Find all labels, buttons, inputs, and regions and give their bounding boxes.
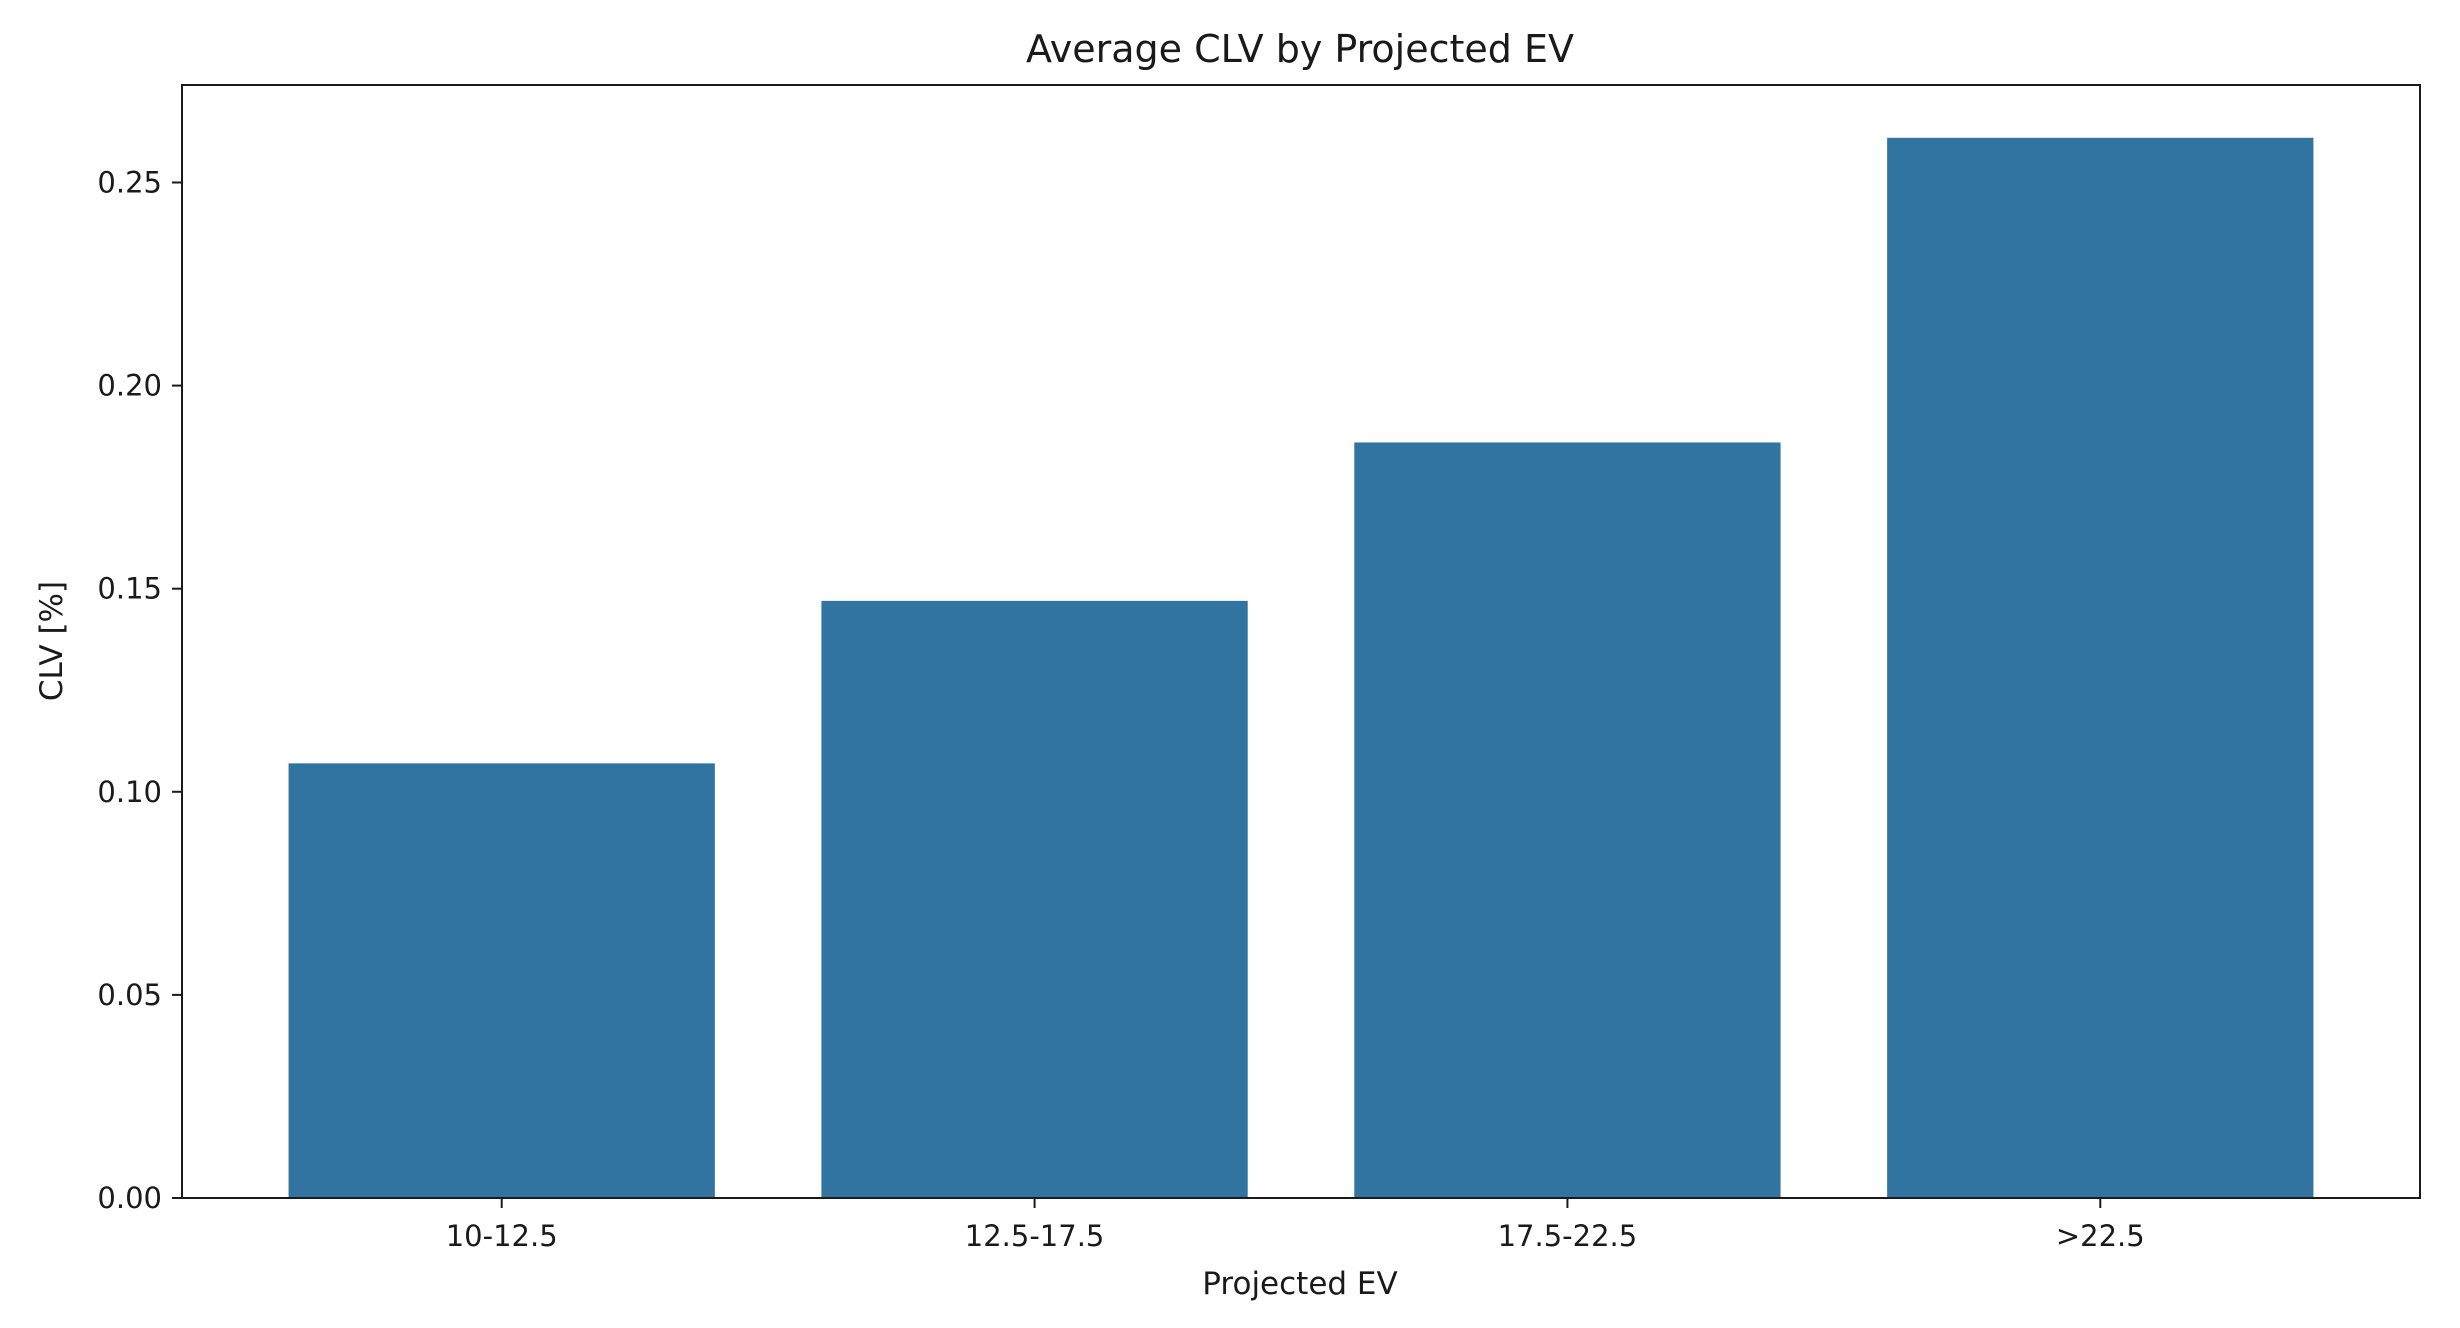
bar-2 [1354,442,1781,1198]
x-axis-label: Projected EV [1202,1266,1397,1302]
x-tick-label-1: 12.5-17.5 [965,1219,1105,1253]
bar-1 [821,600,1248,1198]
x-tick-label-0: 10-12.5 [446,1219,558,1253]
bar-3 [1887,137,2314,1199]
x-axis-ticks: 10-12.5 12.5-17.5 17.5-22.5 >22.5 [446,1198,2145,1253]
bars-layer [288,137,2314,1199]
y-tick-label-4: 0.20 [97,369,162,403]
y-tick-label-3: 0.15 [97,572,162,606]
plot-frame [181,84,2421,1199]
x-tick-label-3: >22.5 [2056,1219,2145,1253]
y-tick-label-5: 0.25 [97,165,162,199]
y-axis-ticks: 0.00 0.05 0.10 0.15 0.20 0.25 [97,165,182,1215]
y-tick-label-1: 0.05 [97,978,162,1012]
y-axis-label: CLV [%] [34,581,70,701]
y-tick-label-0: 0.00 [97,1181,162,1215]
y-tick-label-2: 0.10 [97,775,162,809]
chart-title: Average CLV by Projected EV [1026,27,1574,71]
x-tick-label-2: 17.5-22.5 [1498,1219,1638,1253]
bar-0 [288,763,715,1198]
